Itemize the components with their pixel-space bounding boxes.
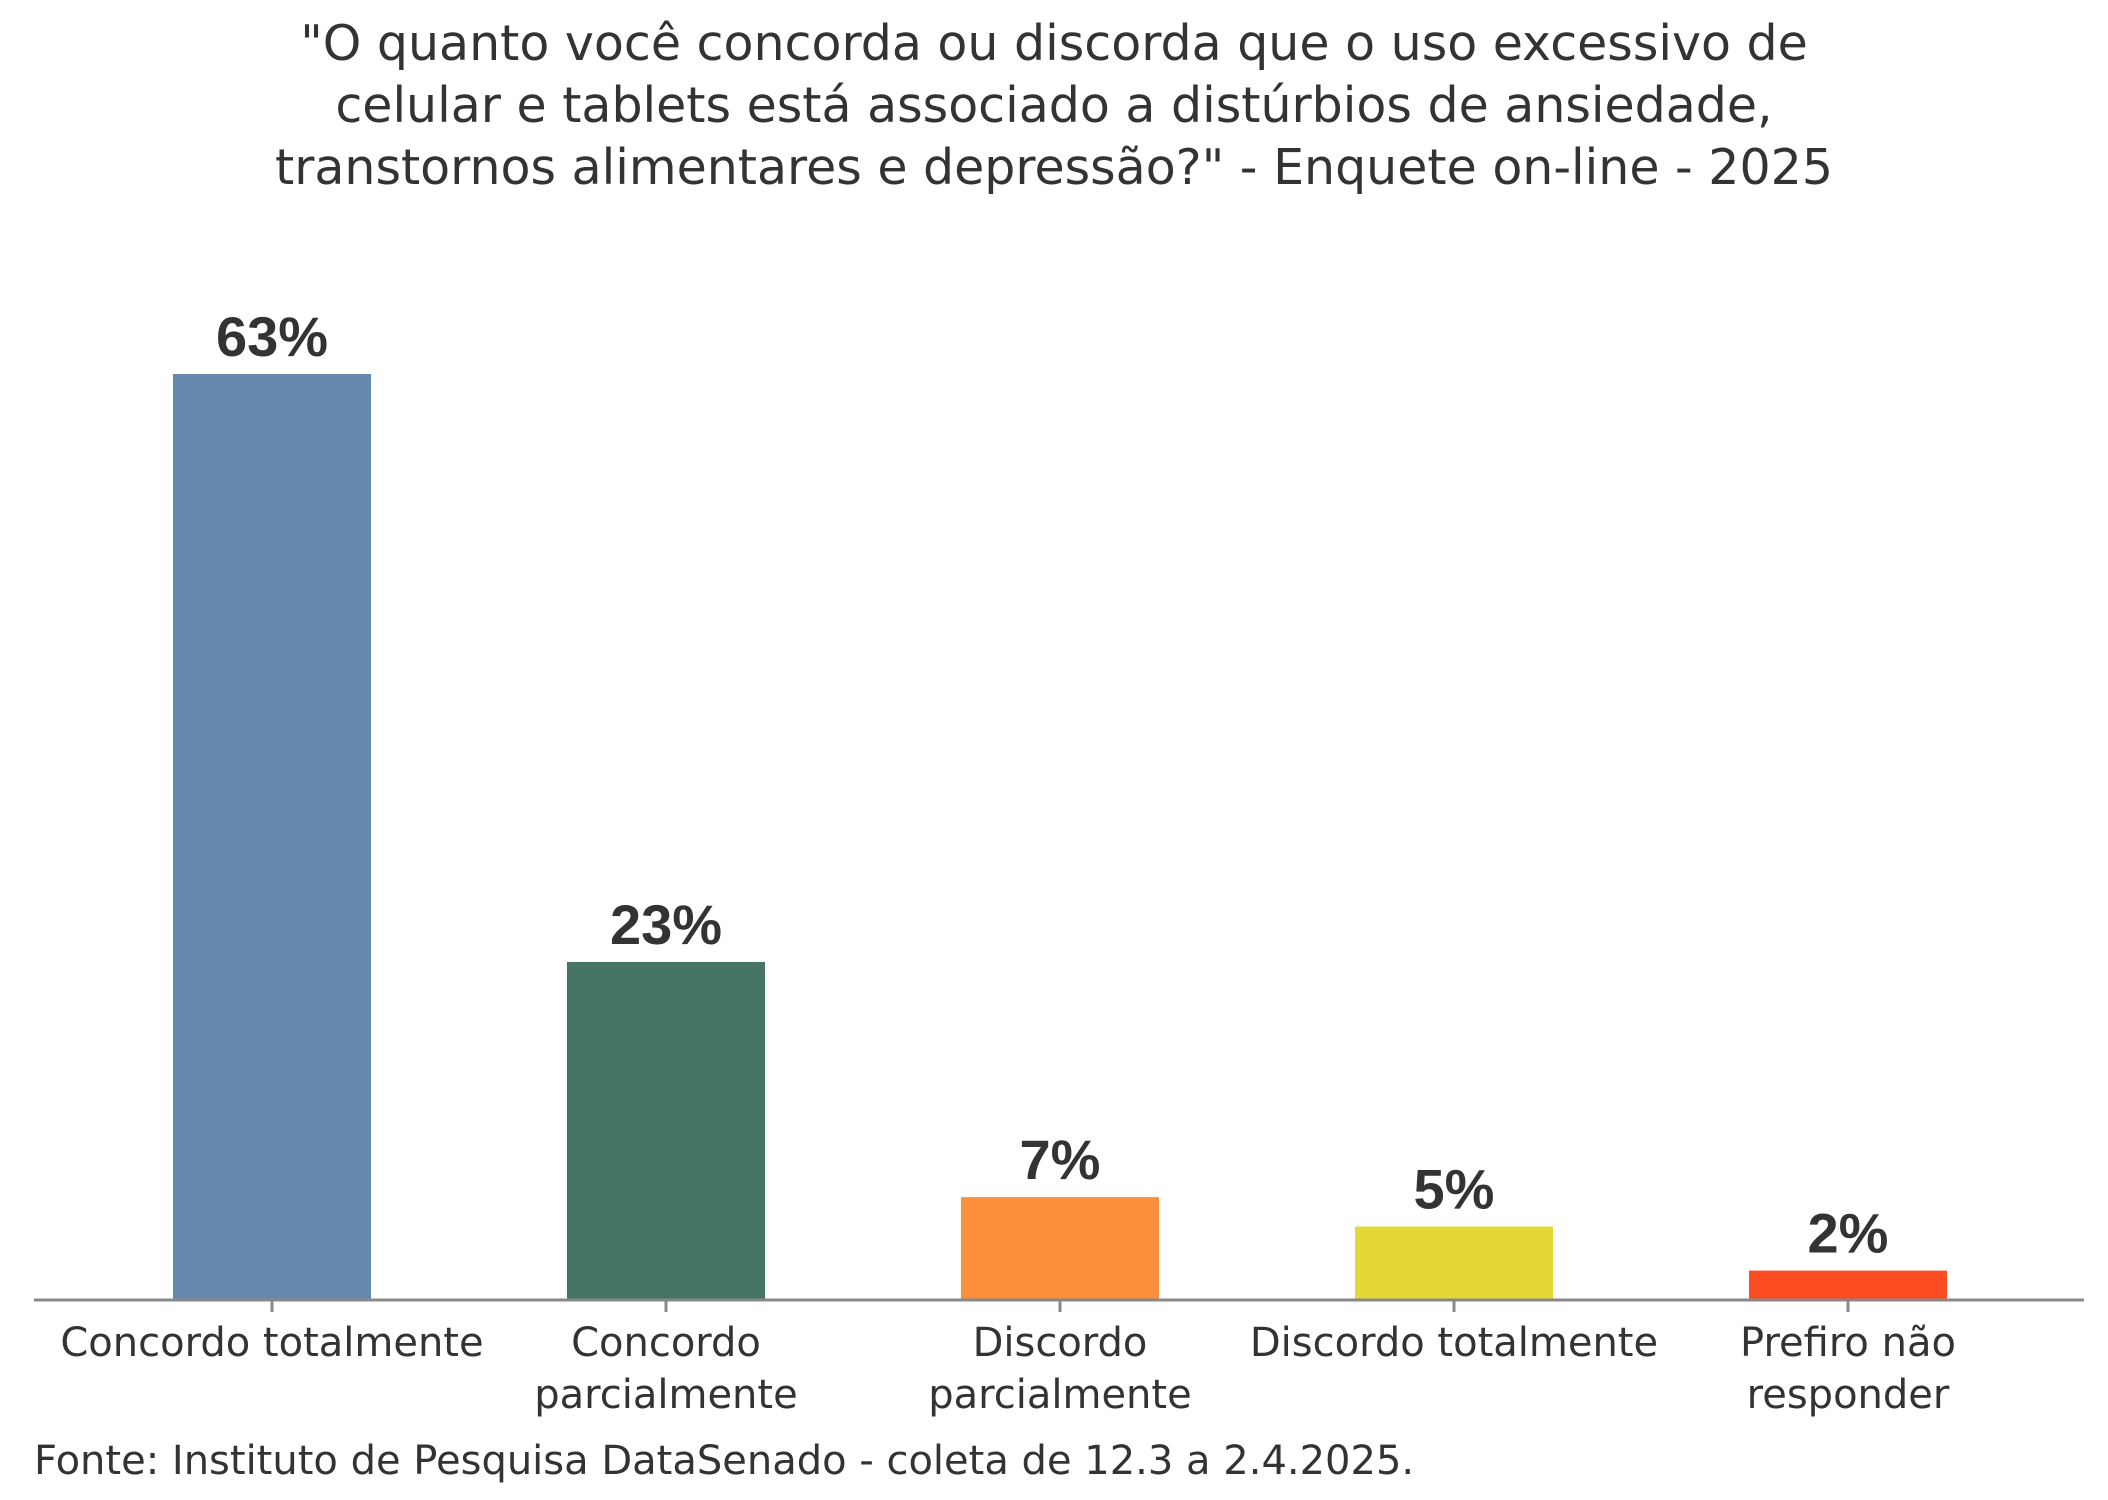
x-axis-ticks (270, 1300, 1850, 1312)
category-label-0-line-0: Concordo totalmente (60, 1320, 483, 1366)
value-label-0: 63% (216, 305, 328, 368)
chart-title: "O quanto você concorda ou discorda que … (275, 15, 1833, 196)
chart-title-line-3: transtornos alimentares e depressão?" - … (275, 139, 1833, 196)
bar-2 (961, 1197, 1159, 1300)
value-label-1: 23% (610, 893, 722, 956)
source-note: Fonte: Instituto de Pesquisa DataSenado … (34, 1438, 1414, 1484)
category-label-2-line-1: parcialmente (928, 1372, 1191, 1418)
category-label-3-line-0: Discordo totalmente (1250, 1320, 1658, 1366)
category-label-1-line-0: Concordo (571, 1320, 761, 1366)
value-labels: 63% 23% 7% 5% 2% (216, 305, 1889, 1265)
chart-title-line-2: celular e tablets está associado a distú… (335, 77, 1772, 134)
category-label-2-line-0: Discordo (973, 1320, 1148, 1366)
category-labels: Concordo totalmente Concordo parcialmente D… (60, 1320, 1956, 1418)
category-label-4-line-0: Prefiro não (1740, 1320, 1956, 1366)
value-label-2: 7% (1020, 1128, 1101, 1191)
category-label-4-line-1: responder (1747, 1372, 1950, 1418)
chart-title-line-1: "O quanto você concorda ou discorda que … (300, 15, 1808, 72)
category-label-1-line-1: parcialmente (534, 1372, 797, 1418)
value-label-4: 2% (1808, 1202, 1889, 1265)
bar-1 (567, 961, 765, 1300)
bar-3 (1355, 1226, 1553, 1300)
bar-0 (173, 374, 371, 1300)
bars (173, 374, 1947, 1300)
value-label-3: 5% (1414, 1158, 1495, 1221)
bar-4 (1749, 1270, 1947, 1300)
